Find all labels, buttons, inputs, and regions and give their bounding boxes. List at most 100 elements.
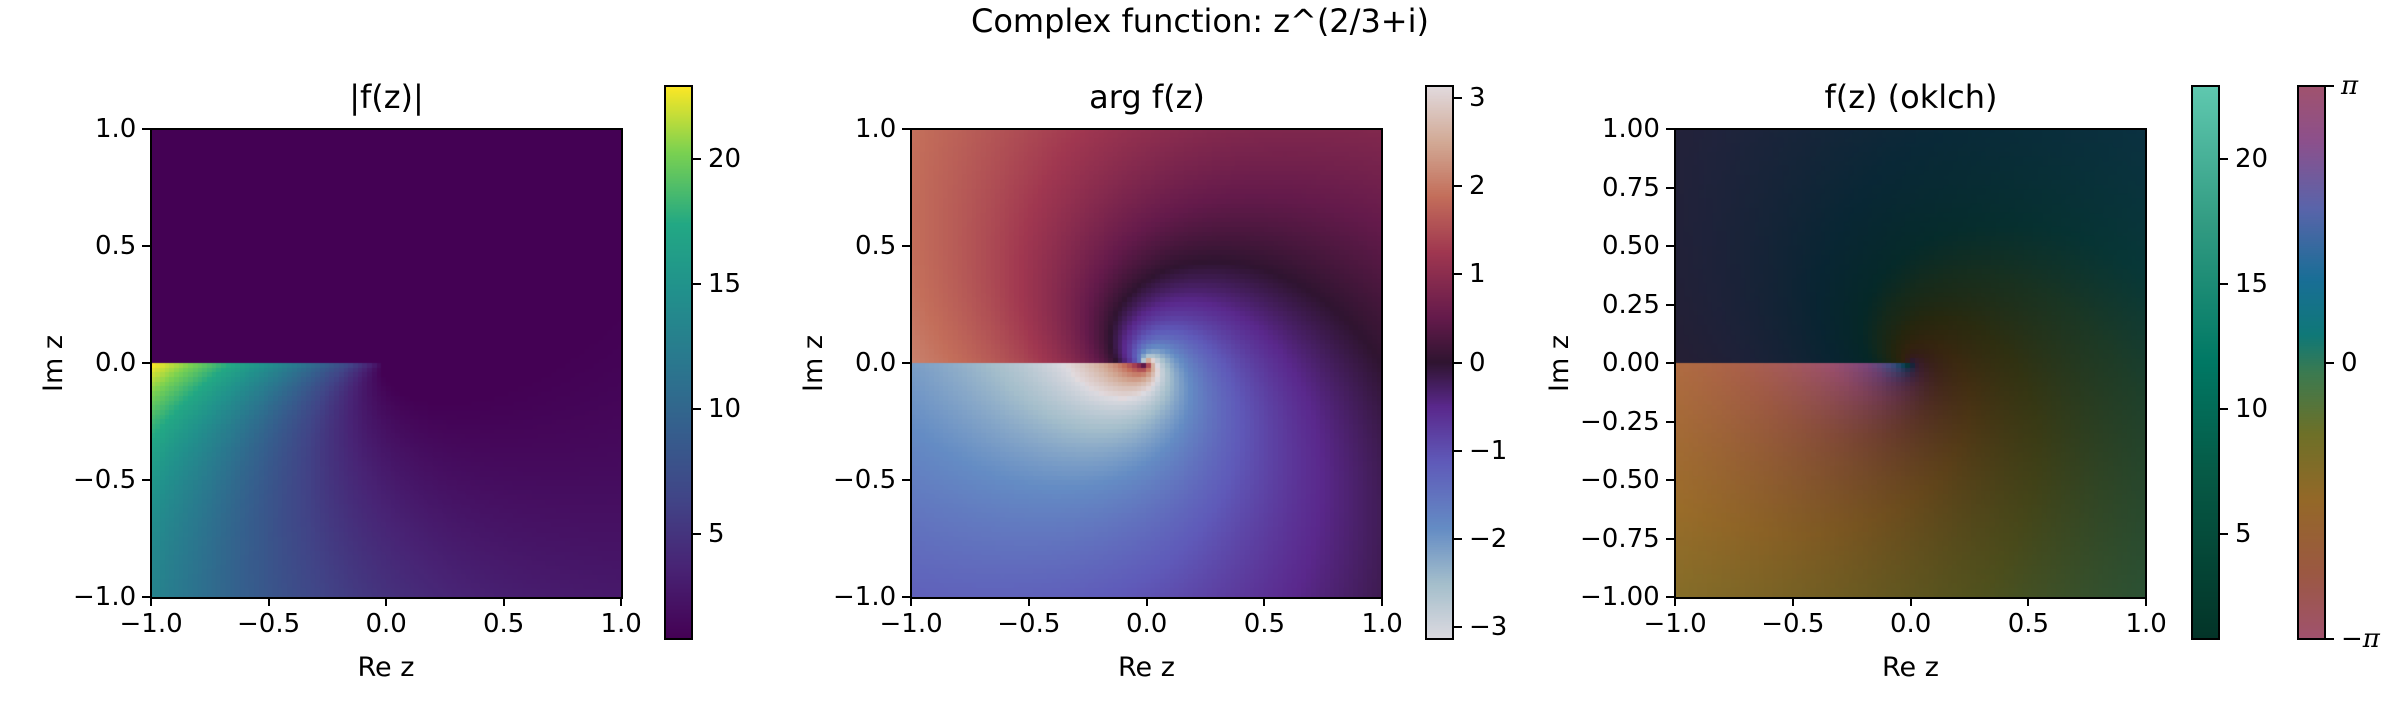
colorbar-tick-label: 10 bbox=[708, 393, 742, 424]
y-tick bbox=[1666, 596, 1675, 598]
x-tick bbox=[2027, 597, 2030, 606]
y-tick-label: −0.50 bbox=[1580, 465, 1660, 495]
heatmap-abs bbox=[151, 129, 622, 598]
colorbar-frame bbox=[2297, 85, 2326, 640]
colorbar-tick-label: 10 bbox=[2235, 393, 2269, 424]
x-tick bbox=[1027, 597, 1030, 606]
y-tick bbox=[1666, 245, 1675, 247]
x-tick-label: −0.5 bbox=[237, 609, 301, 639]
y-tick-label: 0.75 bbox=[1602, 172, 1660, 203]
x-tick bbox=[1263, 597, 1266, 606]
y-tick-label: 0.00 bbox=[1602, 348, 1660, 378]
colorbar-frame bbox=[1425, 85, 1454, 640]
colorbar-tick-label: 5 bbox=[708, 518, 725, 549]
x-tick bbox=[1909, 597, 1912, 606]
colorbar-tick-label: 20 bbox=[2235, 143, 2269, 174]
y-tick bbox=[142, 128, 151, 130]
x-tick-label: −1.0 bbox=[1643, 609, 1707, 639]
panel-title: f(z) (oklch) bbox=[1824, 78, 1998, 116]
colorbar-tick-label: 20 bbox=[708, 143, 742, 174]
colorbar-tick bbox=[2325, 361, 2334, 364]
y-tick-label: 0.5 bbox=[855, 231, 897, 261]
colorbar-tick bbox=[2219, 407, 2228, 410]
colorbar-tick bbox=[692, 157, 701, 160]
x-tick bbox=[1381, 597, 1383, 606]
y-tick bbox=[902, 128, 911, 130]
colorbar-tick-label: 5 bbox=[2235, 518, 2252, 549]
colorbar-tick-label: 15 bbox=[708, 268, 742, 299]
x-tick-label: 0.5 bbox=[483, 609, 525, 639]
y-tick-label: 0.0 bbox=[95, 348, 137, 378]
x-tick-label: −1.0 bbox=[119, 609, 183, 639]
x-tick-label: 0.0 bbox=[365, 609, 407, 639]
colorbar-tick-label: −π bbox=[2341, 624, 2380, 654]
colorbar-tick bbox=[1453, 273, 1462, 276]
colorbar-tick bbox=[692, 407, 701, 410]
colorbar-tick-label: 1 bbox=[1469, 259, 1486, 290]
y-tick bbox=[142, 596, 151, 598]
axes-frame bbox=[1674, 128, 2147, 599]
colorbar-tick bbox=[1453, 449, 1462, 452]
colorbar-tick bbox=[2325, 85, 2334, 87]
y-tick bbox=[902, 245, 911, 247]
y-tick-label: −0.25 bbox=[1580, 406, 1660, 437]
y-tick-label: 1.0 bbox=[855, 114, 897, 144]
x-tick bbox=[385, 597, 387, 606]
colorbar-tick bbox=[1453, 185, 1462, 188]
colorbar-tick bbox=[1453, 537, 1462, 540]
y-tick bbox=[902, 596, 911, 598]
axes-frame bbox=[910, 128, 1383, 599]
x-axis-label: Re z bbox=[1882, 652, 1939, 683]
x-tick bbox=[267, 597, 270, 606]
x-tick bbox=[502, 597, 505, 606]
y-tick bbox=[142, 479, 151, 481]
colorbar-tick bbox=[692, 532, 701, 535]
y-tick bbox=[1666, 537, 1675, 540]
colorbar-tick-label: π bbox=[2341, 71, 2359, 101]
colorbar-tick-label: −2 bbox=[1469, 523, 1508, 554]
x-tick bbox=[150, 597, 152, 606]
y-tick-label: 0.50 bbox=[1602, 231, 1660, 261]
y-axis-label: Im z bbox=[37, 334, 69, 392]
y-tick bbox=[142, 362, 151, 364]
colorbar-tick-label: 15 bbox=[2235, 268, 2269, 299]
x-tick bbox=[1674, 597, 1676, 606]
y-tick bbox=[1666, 479, 1675, 481]
x-tick-label: −0.5 bbox=[1761, 609, 1825, 639]
y-tick-label: 1.0 bbox=[95, 114, 137, 144]
colorbar-arg bbox=[1426, 86, 1453, 639]
colorbar-abs bbox=[665, 86, 692, 639]
colorbar-tick bbox=[1453, 361, 1462, 364]
colorbar-tick-label: 0 bbox=[2341, 347, 2358, 378]
colorbar-magnitude bbox=[2192, 86, 2219, 639]
y-tick bbox=[902, 479, 911, 481]
x-tick bbox=[1145, 597, 1148, 606]
y-tick-label: 0.0 bbox=[855, 348, 897, 378]
figure-suptitle: Complex function: z^(2/3+i) bbox=[971, 2, 1429, 40]
x-axis-label: Re z bbox=[357, 652, 415, 683]
y-tick-label: −0.5 bbox=[833, 465, 897, 495]
x-tick-label: 1.0 bbox=[600, 609, 642, 639]
colorbar-tick-label: 3 bbox=[1469, 83, 1486, 114]
x-tick bbox=[2145, 597, 2147, 606]
colorbar-tick bbox=[692, 282, 701, 285]
panel-title: arg f(z) bbox=[1089, 78, 1205, 116]
y-tick-label: −1.00 bbox=[1580, 582, 1660, 612]
colorbar-frame bbox=[664, 85, 693, 640]
colorbar-tick bbox=[1453, 97, 1462, 100]
y-tick-label: 0.25 bbox=[1602, 289, 1660, 320]
x-axis-label: Re z bbox=[1118, 652, 1175, 683]
x-tick bbox=[910, 597, 912, 606]
y-tick bbox=[1666, 128, 1675, 130]
y-tick bbox=[1666, 420, 1675, 423]
x-tick bbox=[620, 597, 622, 606]
x-tick-label: 0.0 bbox=[1890, 609, 1932, 639]
colorbar-tick bbox=[1453, 625, 1462, 628]
x-tick-label: 1.0 bbox=[2125, 609, 2167, 639]
x-tick-label: 0.5 bbox=[2007, 609, 2050, 639]
colorbar-tick-label: −1 bbox=[1469, 435, 1508, 466]
y-tick-label: 1.00 bbox=[1602, 114, 1660, 144]
x-tick-label: −0.5 bbox=[997, 609, 1061, 639]
y-tick-label: −1.0 bbox=[833, 582, 897, 612]
colorbar-tick bbox=[2219, 532, 2228, 535]
